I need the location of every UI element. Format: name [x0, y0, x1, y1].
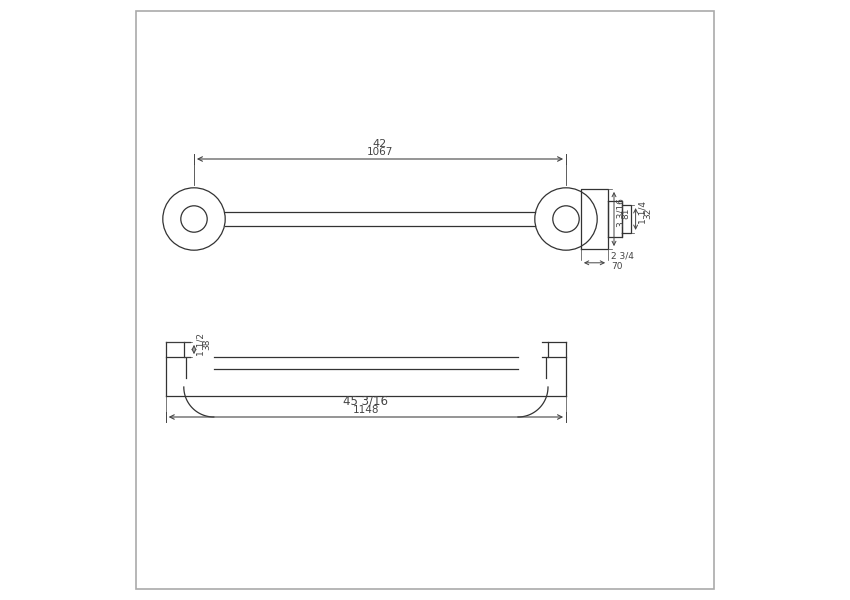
Text: 1 1/2: 1 1/2: [196, 333, 206, 356]
Text: 1148: 1148: [353, 405, 379, 415]
Text: 2 3/4: 2 3/4: [611, 252, 634, 261]
Text: 1 1/4: 1 1/4: [638, 202, 647, 224]
Text: 45 3/16: 45 3/16: [343, 394, 388, 407]
Text: 38: 38: [201, 339, 211, 350]
Text: 32: 32: [643, 208, 653, 218]
Text: 70: 70: [611, 262, 622, 271]
Text: 81: 81: [622, 207, 631, 219]
Text: 3 3/16: 3 3/16: [616, 199, 626, 227]
Text: 42: 42: [373, 139, 387, 149]
Text: 1067: 1067: [367, 147, 394, 157]
